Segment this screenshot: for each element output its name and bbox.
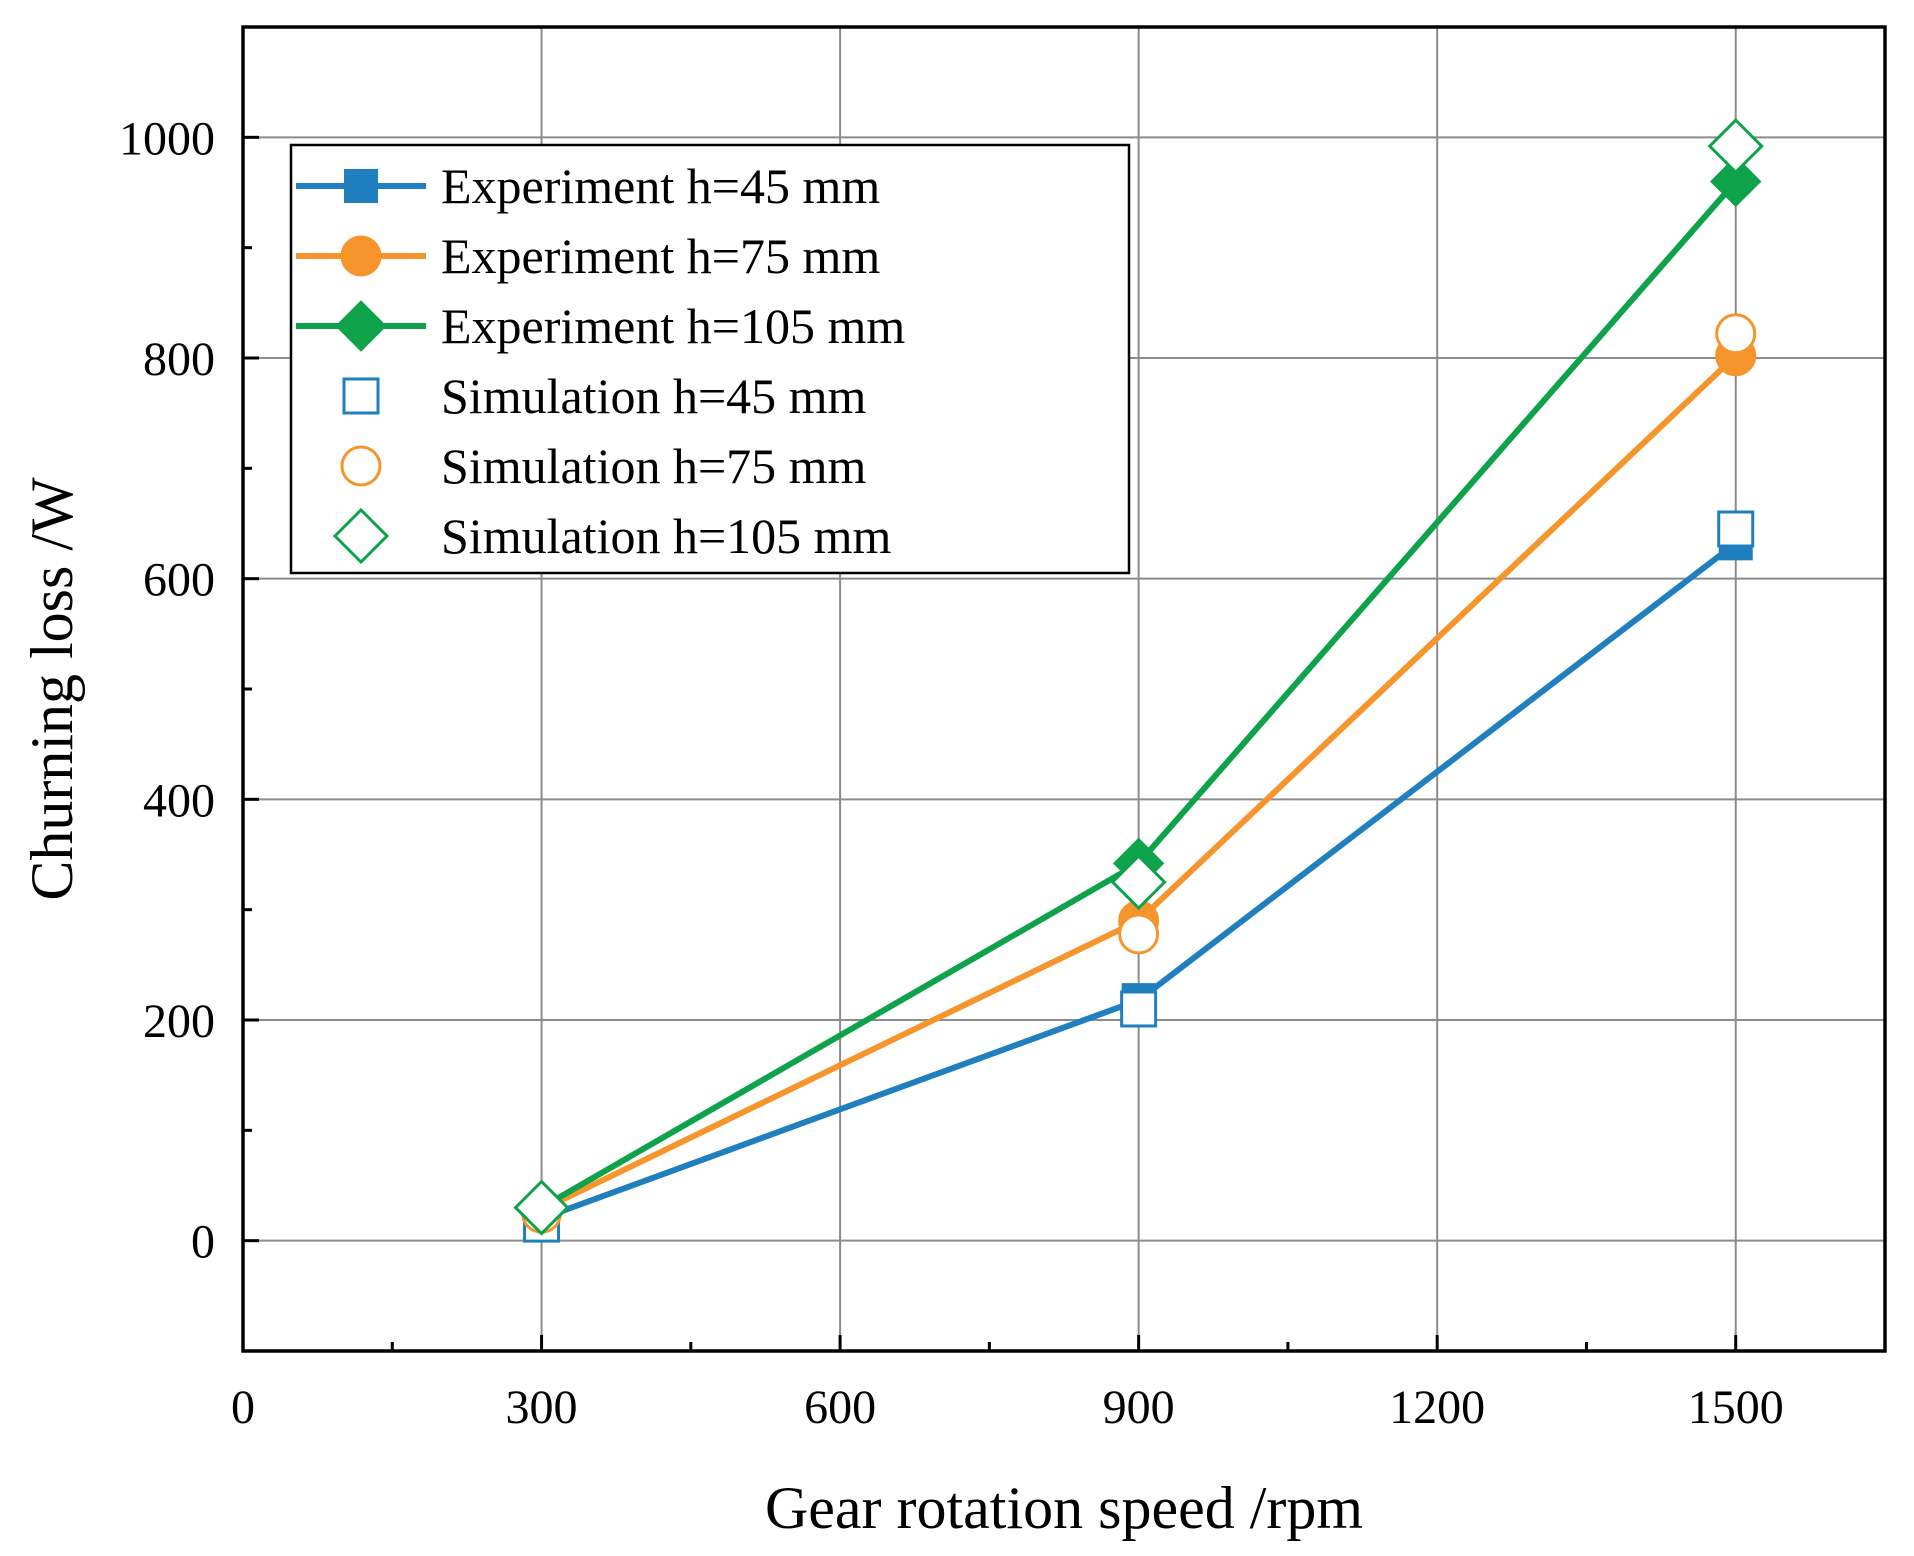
- y-tick-label: 800: [143, 333, 215, 386]
- y-tick-label: 400: [143, 774, 215, 827]
- legend-entry: Simulation h=75 mm: [340, 438, 867, 494]
- legend-marker: [340, 445, 382, 487]
- y-tick-label: 600: [143, 554, 215, 607]
- legend-label: Experiment h=75 mm: [441, 228, 880, 284]
- axis-ticks: 0 300 600 900 1200 1500 0 200 400 600 800 1000: [119, 112, 1784, 1434]
- x-tick-label: 1200: [1389, 1381, 1485, 1434]
- data-point: [1707, 118, 1764, 175]
- series-simulation-diamond: [513, 118, 1764, 1236]
- data-point: [1710, 155, 1762, 208]
- y-tick-label: 0: [191, 1216, 215, 1269]
- legend-label: Experiment h=105 mm: [441, 298, 905, 354]
- data-point: [1110, 853, 1167, 911]
- y-tick-label: 200: [143, 995, 215, 1048]
- legend-label: Experiment h=45 mm: [441, 158, 880, 214]
- legend-entry: Simulation h=105 mm: [332, 507, 892, 565]
- y-axis-title: Churning loss /W: [19, 477, 85, 901]
- legend-label: Simulation h=105 mm: [441, 508, 892, 564]
- legend-entry: Experiment h=105 mm: [296, 298, 905, 354]
- legend-box: [289, 143, 1131, 575]
- data-point: [1717, 510, 1755, 548]
- x-axis-title: Gear rotation speed /rpm: [765, 1475, 1363, 1541]
- legend-marker: [335, 300, 387, 352]
- x-tick-label: 1500: [1688, 1381, 1784, 1434]
- legend-entry: Experiment h=45 mm: [296, 158, 880, 214]
- data-point: [1715, 313, 1757, 355]
- data-point: [1120, 990, 1158, 1028]
- x-tick-label: 300: [506, 1381, 578, 1434]
- legend-marker: [340, 235, 382, 277]
- data-point: [1118, 913, 1160, 955]
- legend-entry: Simulation h=45 mm: [342, 368, 867, 424]
- x-tick-label: 0: [231, 1381, 255, 1434]
- data-point: [513, 1179, 570, 1236]
- series-layer: [513, 118, 1764, 1243]
- legend-marker: [342, 377, 380, 415]
- legend-marker: [344, 169, 378, 203]
- x-tick-label: 900: [1103, 1381, 1175, 1434]
- x-tick-label: 600: [804, 1381, 876, 1434]
- legend-label: Simulation h=75 mm: [441, 438, 867, 494]
- legend-marker: [332, 507, 390, 565]
- legend-label: Simulation h=45 mm: [441, 368, 867, 424]
- y-tick-label: 1000: [119, 112, 215, 165]
- legend: Experiment h=45 mm Experiment h=75 mm Expe…: [289, 143, 1131, 575]
- legend-entry: Experiment h=75 mm: [296, 228, 880, 284]
